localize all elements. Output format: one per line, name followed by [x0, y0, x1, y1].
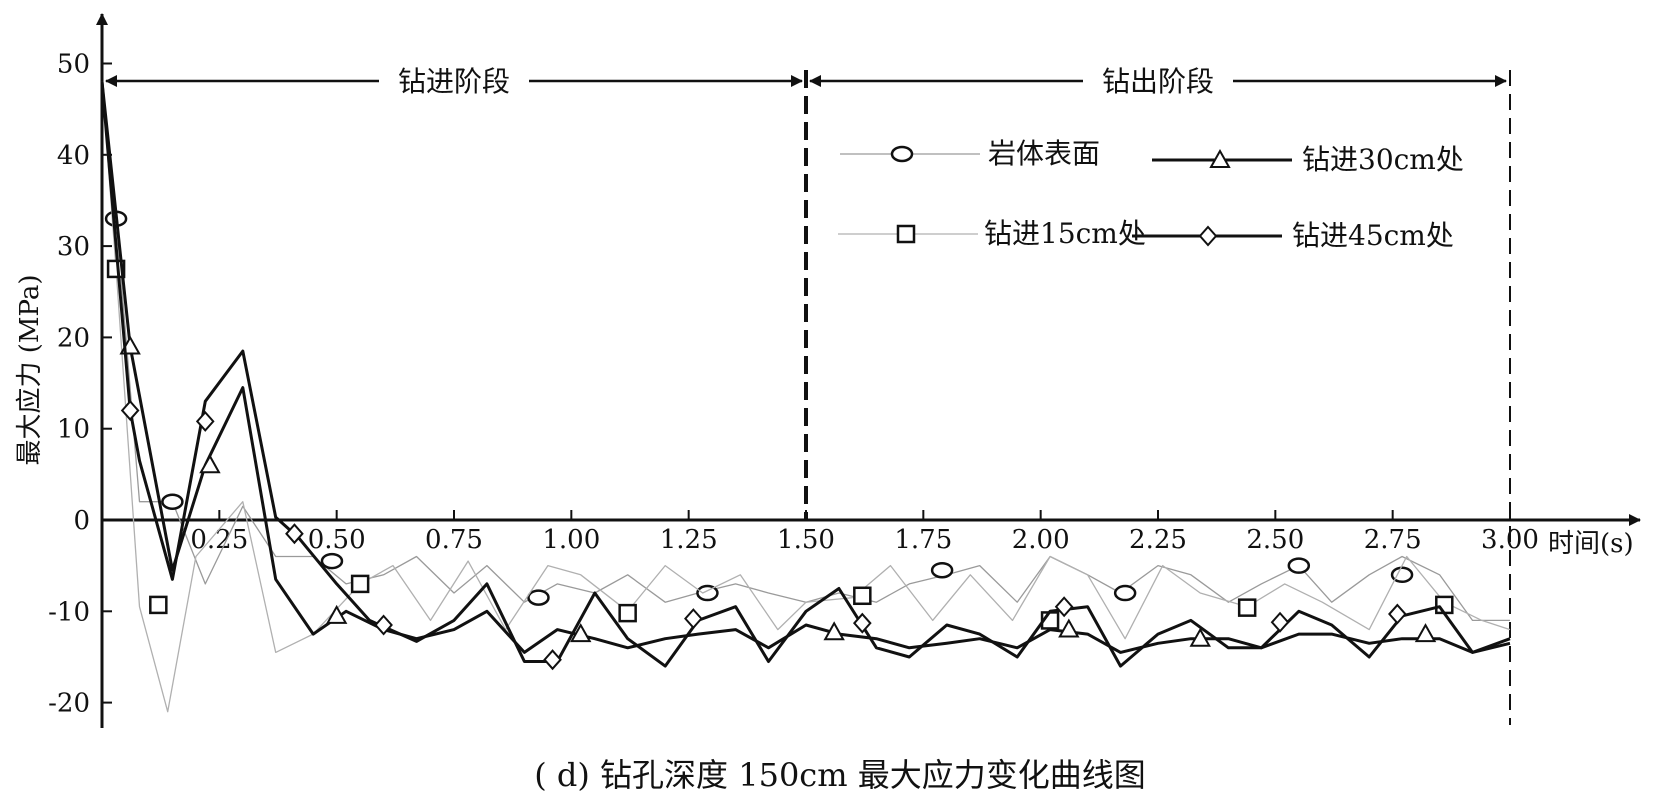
- legend-item: 钻进15cm处: [838, 217, 1146, 250]
- legend-label: 岩体表面: [988, 137, 1100, 170]
- data-point-circle: [890, 145, 914, 163]
- y-tick-label: 50: [57, 50, 90, 80]
- y-axis-label: 最大应力 (MPa): [15, 274, 45, 465]
- data-point-square: [350, 574, 370, 594]
- data-point-triangle: [570, 623, 592, 643]
- y-tick-label: 0: [73, 506, 90, 536]
- data-point-triangle: [823, 621, 845, 641]
- y-tick-label: 10: [57, 415, 90, 445]
- data-point-diamond: [195, 410, 215, 432]
- legend-item: 钻进30cm处: [1152, 143, 1464, 176]
- x-axis-label: 时间(s): [1548, 529, 1634, 559]
- data-point-circle: [696, 584, 719, 602]
- data-point-square: [618, 603, 637, 623]
- data-point-diamond: [285, 523, 304, 545]
- legend-item: 岩体表面: [840, 137, 1100, 170]
- stage-label: 钻出阶段: [1102, 65, 1214, 98]
- series-layer: [100, 81, 1511, 713]
- data-point-diamond: [120, 399, 140, 421]
- series-4: [100, 81, 1511, 671]
- y-tick-label: 20: [57, 323, 90, 353]
- legend-label: 钻进45cm处: [1292, 219, 1454, 252]
- stage-label: 钻进阶段: [398, 65, 510, 98]
- data-point-diamond: [543, 649, 562, 671]
- x-tick-label: 0.50: [308, 525, 366, 555]
- x-tick-label: 1.00: [542, 525, 600, 555]
- data-point-square: [1435, 595, 1454, 615]
- data-point-circle: [320, 552, 344, 570]
- data-point-square: [896, 224, 916, 244]
- data-point-triangle: [1058, 618, 1080, 638]
- x-tick-label: 2.75: [1364, 525, 1422, 555]
- legend-label: 钻进30cm处: [1302, 143, 1464, 176]
- x-tick-label: 3.00: [1481, 525, 1539, 555]
- data-point-triangle: [325, 604, 348, 624]
- data-point-square: [853, 586, 872, 606]
- data-point-triangle: [1414, 623, 1437, 643]
- y-tick-label: -10: [48, 597, 90, 627]
- data-point-triangle: [1189, 627, 1211, 647]
- data-point-square: [149, 595, 168, 615]
- x-tick-label: 2.00: [1012, 525, 1070, 555]
- data-point-diamond: [1270, 611, 1290, 633]
- x-tick-label: 1.50: [777, 525, 835, 555]
- x-tick-label: 1.25: [660, 525, 718, 555]
- x-tick-label: 0.75: [425, 525, 483, 555]
- data-point-circle: [161, 493, 184, 510]
- stage-layer: 钻进阶段 钻出阶段: [105, 65, 1511, 725]
- data-point-circle: [1390, 566, 1414, 584]
- series-line: [101, 81, 1511, 713]
- data-point-circle: [1287, 557, 1311, 574]
- data-point-diamond: [684, 608, 703, 630]
- y-tick-label: -20: [48, 689, 90, 719]
- x-tick-label: 2.25: [1129, 525, 1187, 555]
- series-line: [101, 81, 1510, 622]
- data-point-triangle: [1209, 148, 1231, 168]
- legend-label: 钻进15cm处: [984, 217, 1146, 250]
- data-point-diamond: [1054, 596, 1074, 618]
- series-1: [101, 81, 1510, 622]
- x-tick-label: 1.75: [894, 525, 952, 555]
- data-point-triangle: [199, 454, 221, 474]
- data-point-square: [1237, 598, 1257, 617]
- series-3: [100, 81, 1511, 654]
- legend-item: 钻进45cm处: [1132, 219, 1454, 252]
- x-tick-label: 2.50: [1246, 525, 1304, 555]
- data-point-circle: [1113, 584, 1137, 602]
- data-point-diamond: [374, 614, 393, 636]
- figure-caption: ( d) 钻孔深度 150cm 最大应力变化曲线图: [534, 756, 1146, 794]
- y-tick-label: 40: [57, 141, 90, 171]
- data-point-diamond: [852, 612, 872, 634]
- data-point-circle: [527, 589, 550, 606]
- data-point-diamond: [1198, 225, 1218, 247]
- data-point-diamond: [1388, 603, 1407, 625]
- data-point-circle: [930, 561, 954, 579]
- y-tick-label: 30: [57, 232, 90, 262]
